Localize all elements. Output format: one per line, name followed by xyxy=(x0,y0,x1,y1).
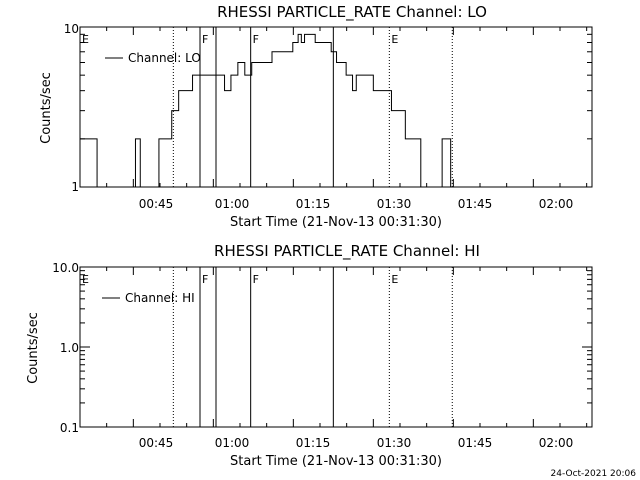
lo-flag-label: F xyxy=(202,33,208,46)
hi-flag-label: E xyxy=(82,273,89,286)
hi-y-axis-label: Counts/sec xyxy=(26,312,41,384)
lo-flag-label: F xyxy=(253,33,259,46)
lo-x-tick-label: 01:45 xyxy=(458,197,493,211)
lo-plot-frame xyxy=(79,26,593,188)
lo-y-tick-label-10: 10 xyxy=(64,22,79,36)
hi-x-tick-label: 02:00 xyxy=(539,436,574,450)
hi-flag-label: F xyxy=(202,273,208,286)
hi-channel-panel: RHESSI PARTICLE_RATE Channel: HI Start T… xyxy=(26,242,593,469)
hi-legend-label: Channel: HI xyxy=(125,291,195,305)
hi-x-tick-label: 01:15 xyxy=(296,436,331,450)
hi-x-tick-label: 01:30 xyxy=(377,436,412,450)
lo-x-tick-label: 01:30 xyxy=(377,197,412,211)
hi-x-tick-label: 01:00 xyxy=(215,436,250,450)
lo-chart-title: RHESSI PARTICLE_RATE Channel: LO xyxy=(217,3,487,22)
lo-x-tick-label: 00:45 xyxy=(139,197,174,211)
hi-flag-label: F xyxy=(253,273,259,286)
lo-x-tick-label: 01:00 xyxy=(215,197,250,211)
lo-y-axis-label: Counts/sec xyxy=(39,72,54,144)
lo-channel-panel: RHESSI PARTICLE_RATE Channel: LO Start T… xyxy=(39,3,593,230)
hi-x-tick-label: 00:45 xyxy=(139,436,174,450)
lo-legend-label: Channel: LO xyxy=(128,51,201,65)
hi-y-tick-label-1: 1.0 xyxy=(60,341,79,355)
hi-y-tick-label-0.1: 0.1 xyxy=(60,421,79,435)
hi-x-axis-label: Start Time (21-Nov-13 00:31:30) xyxy=(230,454,442,469)
lo-x-tick-label: 02:00 xyxy=(539,197,574,211)
generation-timestamp: 24-Oct-2021 20:06 xyxy=(551,469,637,479)
hi-flag-label: E xyxy=(391,273,398,286)
lo-y-tick-label-1: 1 xyxy=(71,180,79,194)
hi-y-tick-label-10: 10.0 xyxy=(52,261,79,275)
lo-series-line xyxy=(80,33,454,188)
lo-flag-label: E xyxy=(82,33,89,46)
lo-x-tick-label: 01:15 xyxy=(296,197,331,211)
hi-chart-title: RHESSI PARTICLE_RATE Channel: HI xyxy=(214,242,480,261)
hi-x-tick-label: 01:45 xyxy=(458,436,493,450)
lo-x-axis-label: Start Time (21-Nov-13 00:31:30) xyxy=(230,215,442,230)
lo-flag-label: E xyxy=(391,33,398,46)
